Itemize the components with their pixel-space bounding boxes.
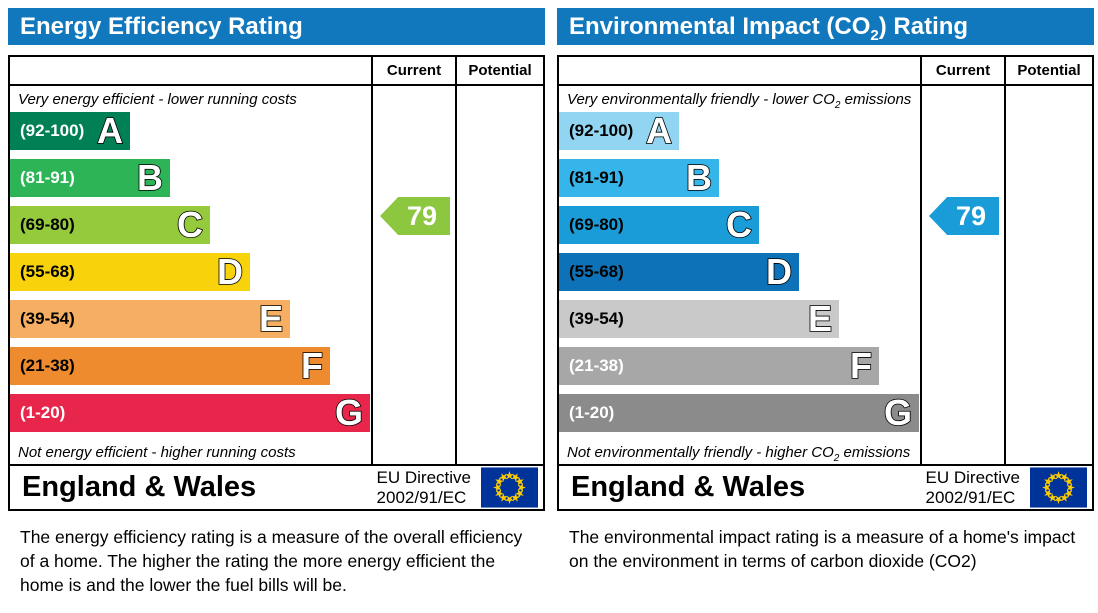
band-e-bar: (39-54) E [559,300,839,338]
band-letter: D [216,251,244,292]
band-a-bar: (92-100) A [10,112,130,150]
band-letter: G [334,392,364,433]
rating-table: Current Potential Very energy efficient … [8,55,545,466]
potential-column [457,86,543,464]
bottom-caption-subscript: 2 [833,453,840,464]
band-letter: E [807,298,833,339]
band-letter: F [849,345,873,386]
potential-column-header: Potential [468,62,532,79]
eu-flag-icon [481,467,538,508]
band-letter: F [300,345,324,386]
eu-directive-label: EU Directive 2002/91/EC [926,468,1020,507]
band-b-bar: (81-91) B [10,159,170,197]
top-caption-text-post: emissions [840,91,912,108]
band-f-bar: (21-38) F [559,347,879,385]
top-caption: Very environmentally friendly - lower CO… [559,86,920,112]
eu-directive-line1: EU Directive [925,467,1020,487]
band-letter: B [136,157,164,198]
band-letter: B [685,157,713,198]
band-g-bar: (1-20) G [10,394,370,432]
panel-title-text: Environmental Impact (CO [569,13,871,40]
region-footer: England & Wales EU Directive 2002/91/EC [557,464,1094,511]
eu-directive-line2: 2002/91/EC [376,487,467,507]
panel-title-text: Energy Efficiency Rating [20,13,303,40]
rating-table: Current Potential Very environmentally f… [557,55,1094,466]
current-column-header: Current [373,57,457,84]
band-range-label: (21-38) [20,356,75,375]
potential-column [1006,86,1092,464]
current-rating-arrow: 79 [929,197,999,235]
panel-description: The environmental impact rating is a mea… [569,527,1076,572]
band-range-label: (69-80) [569,215,624,234]
current-column-header: Current [922,57,1006,84]
band-letter: A [96,110,124,151]
band-range-label: (92-100) [20,121,85,140]
band-d-bar: (55-68) D [10,253,250,291]
band-c-bar: (69-80) C [559,206,759,244]
eu-directive-line2: 2002/91/EC [925,487,1016,507]
eu-flag-icon [1030,467,1087,508]
energy-efficiency-panel: Energy Efficiency Rating Current Potenti… [0,0,549,597]
band-d-bar: (55-68) D [559,253,799,291]
eu-directive-label: EU Directive 2002/91/EC [377,468,471,507]
top-caption-subscript: 2 [834,100,841,111]
band-range-label: (81-91) [20,168,75,187]
current-column: 79 [922,86,1006,464]
band-range-label: (92-100) [569,121,634,140]
panel-title-subscript: 2 [870,26,879,44]
band-range-label: (1-20) [569,403,615,422]
band-a-bar: (92-100) A [559,112,679,150]
top-caption-text: Very energy efficient - lower running co… [18,91,297,108]
environmental-impact-panel: Environmental Impact (CO2) Rating Curren… [549,0,1098,597]
band-letter: C [725,204,753,245]
band-letter: A [645,110,673,151]
panel-title: Energy Efficiency Rating [8,8,545,45]
band-letter: C [176,204,204,245]
band-range-label: (55-68) [20,262,75,281]
eu-directive-line1: EU Directive [376,467,471,487]
table-header-row: Current Potential [10,57,543,86]
region-label: England & Wales [22,471,257,503]
bottom-caption-text: Not environmentally friendly - higher CO [567,444,834,461]
top-caption-text: Very environmentally friendly - lower CO [567,91,835,108]
top-caption: Very energy efficient - lower running co… [10,86,371,112]
band-letter: G [883,392,913,433]
header-spacer-cell [10,57,373,84]
potential-column-header: Potential [1017,62,1081,79]
epc-charts: Energy Efficiency Rating Current Potenti… [0,0,1098,597]
bottom-caption: Not environmentally friendly - higher CO… [559,441,920,467]
band-f-bar: (21-38) F [10,347,330,385]
band-range-label: (55-68) [569,262,624,281]
band-g-bar: (1-20) G [559,394,919,432]
bands-column: Very environmentally friendly - lower CO… [559,86,922,464]
current-column: 79 [373,86,457,464]
band-letter: E [258,298,284,339]
band-c-bar: (69-80) C [10,206,210,244]
table-body: Very energy efficient - lower running co… [10,86,543,464]
panel-description: The energy efficiency rating is a measur… [20,527,523,596]
region-label: England & Wales [571,471,806,503]
band-range-label: (1-20) [20,403,66,422]
panel-title-text-post: ) Rating [878,13,969,40]
panel-title: Environmental Impact (CO2) Rating [557,8,1094,45]
current-rating-arrow: 79 [380,197,450,235]
band-range-label: (21-38) [569,356,624,375]
bottom-caption-text: Not energy efficient - higher running co… [18,444,296,461]
band-e-bar: (39-54) E [10,300,290,338]
band-range-label: (39-54) [569,309,624,328]
bottom-caption: Not energy efficient - higher running co… [10,441,371,467]
table-header-row: Current Potential [559,57,1092,86]
bands-column: Very energy efficient - lower running co… [10,86,373,464]
band-range-label: (39-54) [20,309,75,328]
band-b-bar: (81-91) B [559,159,719,197]
band-range-label: (69-80) [20,215,75,234]
band-letter: D [765,251,793,292]
header-spacer-cell [559,57,922,84]
bottom-caption-text-post: emissions [839,444,911,461]
band-range-label: (81-91) [569,168,624,187]
region-footer: England & Wales EU Directive 2002/91/EC [8,464,545,511]
table-body: Very environmentally friendly - lower CO… [559,86,1092,464]
